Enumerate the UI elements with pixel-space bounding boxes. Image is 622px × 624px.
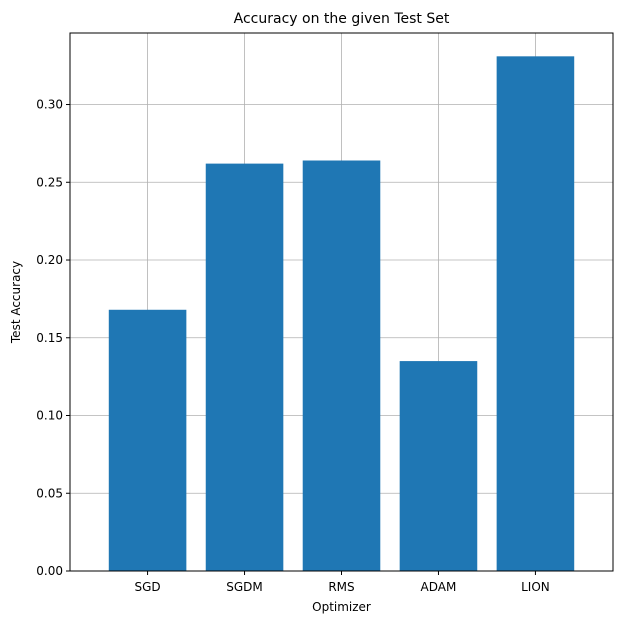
x-tick-label: LION — [521, 580, 550, 594]
y-tick-label: 0.15 — [36, 331, 63, 345]
bars-layer — [108, 56, 575, 572]
ticks-layer: 0.00 0.05 0.10 0.15 0.20 0.25 0.30 SGD SGDM RMS AD… — [36, 98, 549, 594]
bar-sgdm — [205, 163, 284, 571]
bar-sgd — [108, 309, 187, 571]
x-tick-label: RMS — [328, 580, 354, 594]
bar-lion — [496, 56, 575, 571]
y-tick-label: 0.10 — [36, 409, 63, 423]
y-tick-label: 0.30 — [36, 98, 63, 112]
y-tick-label: 0.05 — [36, 486, 63, 500]
x-tick-label: SGDM — [226, 580, 263, 594]
bar-adam — [399, 361, 478, 571]
x-tick-label: SGD — [134, 580, 160, 594]
y-axis-label: Test Accuracy — [9, 261, 23, 344]
x-tick-label: ADAM — [421, 580, 457, 594]
x-axis-label: Optimizer — [312, 600, 371, 614]
bar-rms — [302, 160, 381, 572]
y-tick-label: 0.25 — [36, 175, 63, 189]
y-tick-label: 0.20 — [36, 253, 63, 267]
chart-title: Accuracy on the given Test Set — [234, 11, 450, 27]
y-tick-label: 0.00 — [36, 564, 63, 578]
